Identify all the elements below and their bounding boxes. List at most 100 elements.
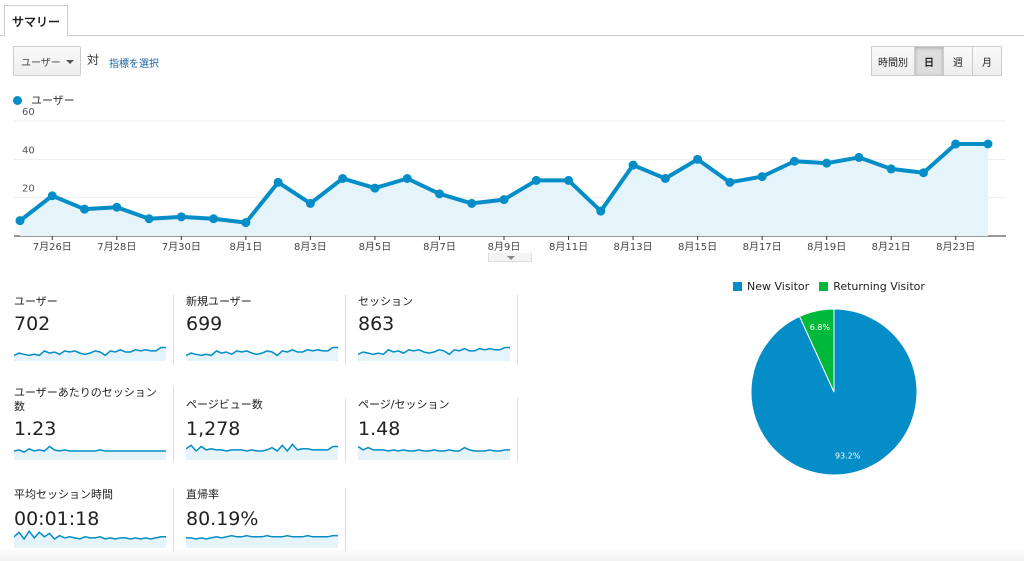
x-tick-label: 8月5日: [359, 241, 392, 253]
pie-legend-returning-visitor[interactable]: Returning Visitor: [819, 280, 925, 293]
sparkline-area: [186, 444, 338, 460]
x-tick-label: 8月13日: [614, 241, 653, 253]
pie-legend-new-visitor[interactable]: New Visitor: [733, 280, 809, 293]
data-point[interactable]: [628, 160, 638, 170]
x-tick-label: 7月26日: [33, 241, 72, 253]
chart-legend: ユーザー: [13, 92, 75, 108]
scorecard-sparkline: [14, 346, 166, 361]
scorecard-value: 1.48: [358, 418, 401, 440]
sparkline-area: [14, 347, 166, 361]
data-point[interactable]: [273, 177, 283, 187]
scorecard-label: 新規ユーザー: [186, 295, 252, 308]
scorecard-sessions-per-user[interactable]: ユーザーあたりのセッション数 1.23: [14, 386, 174, 462]
scorecard-sparkline: [186, 346, 338, 361]
data-point[interactable]: [596, 206, 606, 216]
data-point[interactable]: [47, 191, 57, 201]
divider: [345, 295, 346, 365]
scorecard-bounce-rate[interactable]: 直帰率 80.19%: [186, 488, 346, 552]
data-point[interactable]: [983, 139, 993, 149]
metric-dropdown[interactable]: ユーザー: [13, 46, 81, 76]
data-point[interactable]: [402, 174, 412, 183]
data-point[interactable]: [822, 158, 832, 168]
data-point[interactable]: [499, 195, 509, 205]
data-point[interactable]: [886, 164, 896, 174]
data-point[interactable]: [725, 177, 735, 187]
sparkline-line: [358, 445, 510, 452]
choose-metric-link[interactable]: 指標を選択: [109, 59, 159, 70]
data-point[interactable]: [693, 154, 703, 164]
granularity-hourly-button[interactable]: 時間別: [871, 46, 915, 76]
data-point[interactable]: [209, 214, 219, 224]
users-line-chart: 60 40 20 7月26日 7月28日 7月30日 8月1日 8月3日 8月5日 8月7日 8月9…: [14, 108, 1006, 253]
x-tick-label: 8月23日: [936, 241, 975, 253]
scorecard-pageviews[interactable]: ページビュー数 1,278: [186, 398, 346, 462]
sparkline-line: [14, 445, 166, 453]
chevron-down-icon: [507, 256, 515, 260]
scorecard-new-users[interactable]: 新規ユーザー 699: [186, 295, 346, 365]
data-point[interactable]: [789, 156, 799, 166]
data-point[interactable]: [434, 189, 444, 199]
sparkline-line: [186, 443, 338, 453]
pie-legend-label: New Visitor: [747, 280, 810, 293]
legend-swatch-icon: [819, 282, 829, 291]
scorecard-value: 699: [186, 313, 223, 335]
scorecard-pages-per-session[interactable]: ページ/セッション 1.48: [358, 398, 518, 462]
data-point[interactable]: [80, 204, 90, 214]
y-tick-label: 20: [22, 184, 35, 195]
scorecard-label: ページビュー数: [186, 398, 263, 411]
scorecard-sparkline: [14, 530, 166, 548]
scorecard-value: 80.19%: [186, 508, 259, 530]
scorecard-value: 702: [14, 313, 51, 335]
tab-summary[interactable]: サマリー: [4, 5, 68, 37]
scorecard-value: 00:01:18: [14, 508, 100, 530]
data-point[interactable]: [757, 172, 767, 182]
visitor-type-pie-chart: 93.2% 6.8%: [750, 308, 918, 476]
y-tick-label: 40: [22, 145, 35, 156]
data-point[interactable]: [951, 139, 961, 149]
data-point[interactable]: [176, 212, 186, 222]
chart-resize-handle[interactable]: [488, 253, 532, 262]
data-point[interactable]: [854, 152, 864, 162]
scorecard-sparkline: [14, 445, 166, 460]
data-point[interactable]: [531, 175, 541, 185]
x-tick-label: 7月30日: [162, 241, 201, 253]
data-point[interactable]: [564, 175, 574, 185]
data-point[interactable]: [370, 183, 380, 193]
data-point[interactable]: [15, 216, 25, 226]
pie-slice[interactable]: [798, 308, 835, 393]
divider: [345, 488, 346, 552]
granularity-week-button[interactable]: 週: [943, 46, 973, 76]
data-point[interactable]: [467, 198, 477, 208]
data-point[interactable]: [241, 218, 251, 228]
scorecard-sparkline: [186, 534, 338, 548]
x-tick-label: 8月3日: [294, 241, 327, 253]
scorecard-users[interactable]: ユーザー 702: [14, 295, 174, 365]
divider: [517, 295, 518, 365]
x-tick-label: 8月7日: [423, 241, 456, 253]
scorecard-sparkline: [358, 445, 510, 460]
data-point[interactable]: [338, 174, 348, 183]
scorecard-label: ユーザー: [14, 295, 58, 308]
sparkline-area: [358, 446, 510, 460]
bottom-fade: [0, 548, 1024, 561]
data-point[interactable]: [305, 198, 315, 208]
granularity-month-button[interactable]: 月: [972, 46, 1002, 76]
x-tick-label: 8月17日: [743, 241, 782, 253]
scorecard-label: 平均セッション時間: [14, 488, 113, 501]
divider: [173, 386, 174, 462]
scorecard-sparkline: [358, 346, 510, 361]
sparkline-area: [358, 347, 510, 361]
data-point[interactable]: [918, 168, 928, 178]
scorecard-label: セッション: [358, 295, 413, 308]
pie-slice-label: 6.8%: [810, 323, 831, 332]
sparkline-line: [186, 534, 338, 540]
scorecard-avg-session-duration[interactable]: 平均セッション時間 00:01:18: [14, 488, 174, 552]
scorecard-sessions[interactable]: セッション 863: [358, 295, 518, 365]
versus-label: 対: [87, 53, 100, 67]
sparkline-line: [14, 530, 166, 541]
granularity-day-button[interactable]: 日: [914, 46, 944, 76]
data-point[interactable]: [112, 202, 122, 212]
y-tick-label: 60: [22, 108, 35, 118]
data-point[interactable]: [144, 214, 154, 224]
data-point[interactable]: [660, 174, 670, 183]
